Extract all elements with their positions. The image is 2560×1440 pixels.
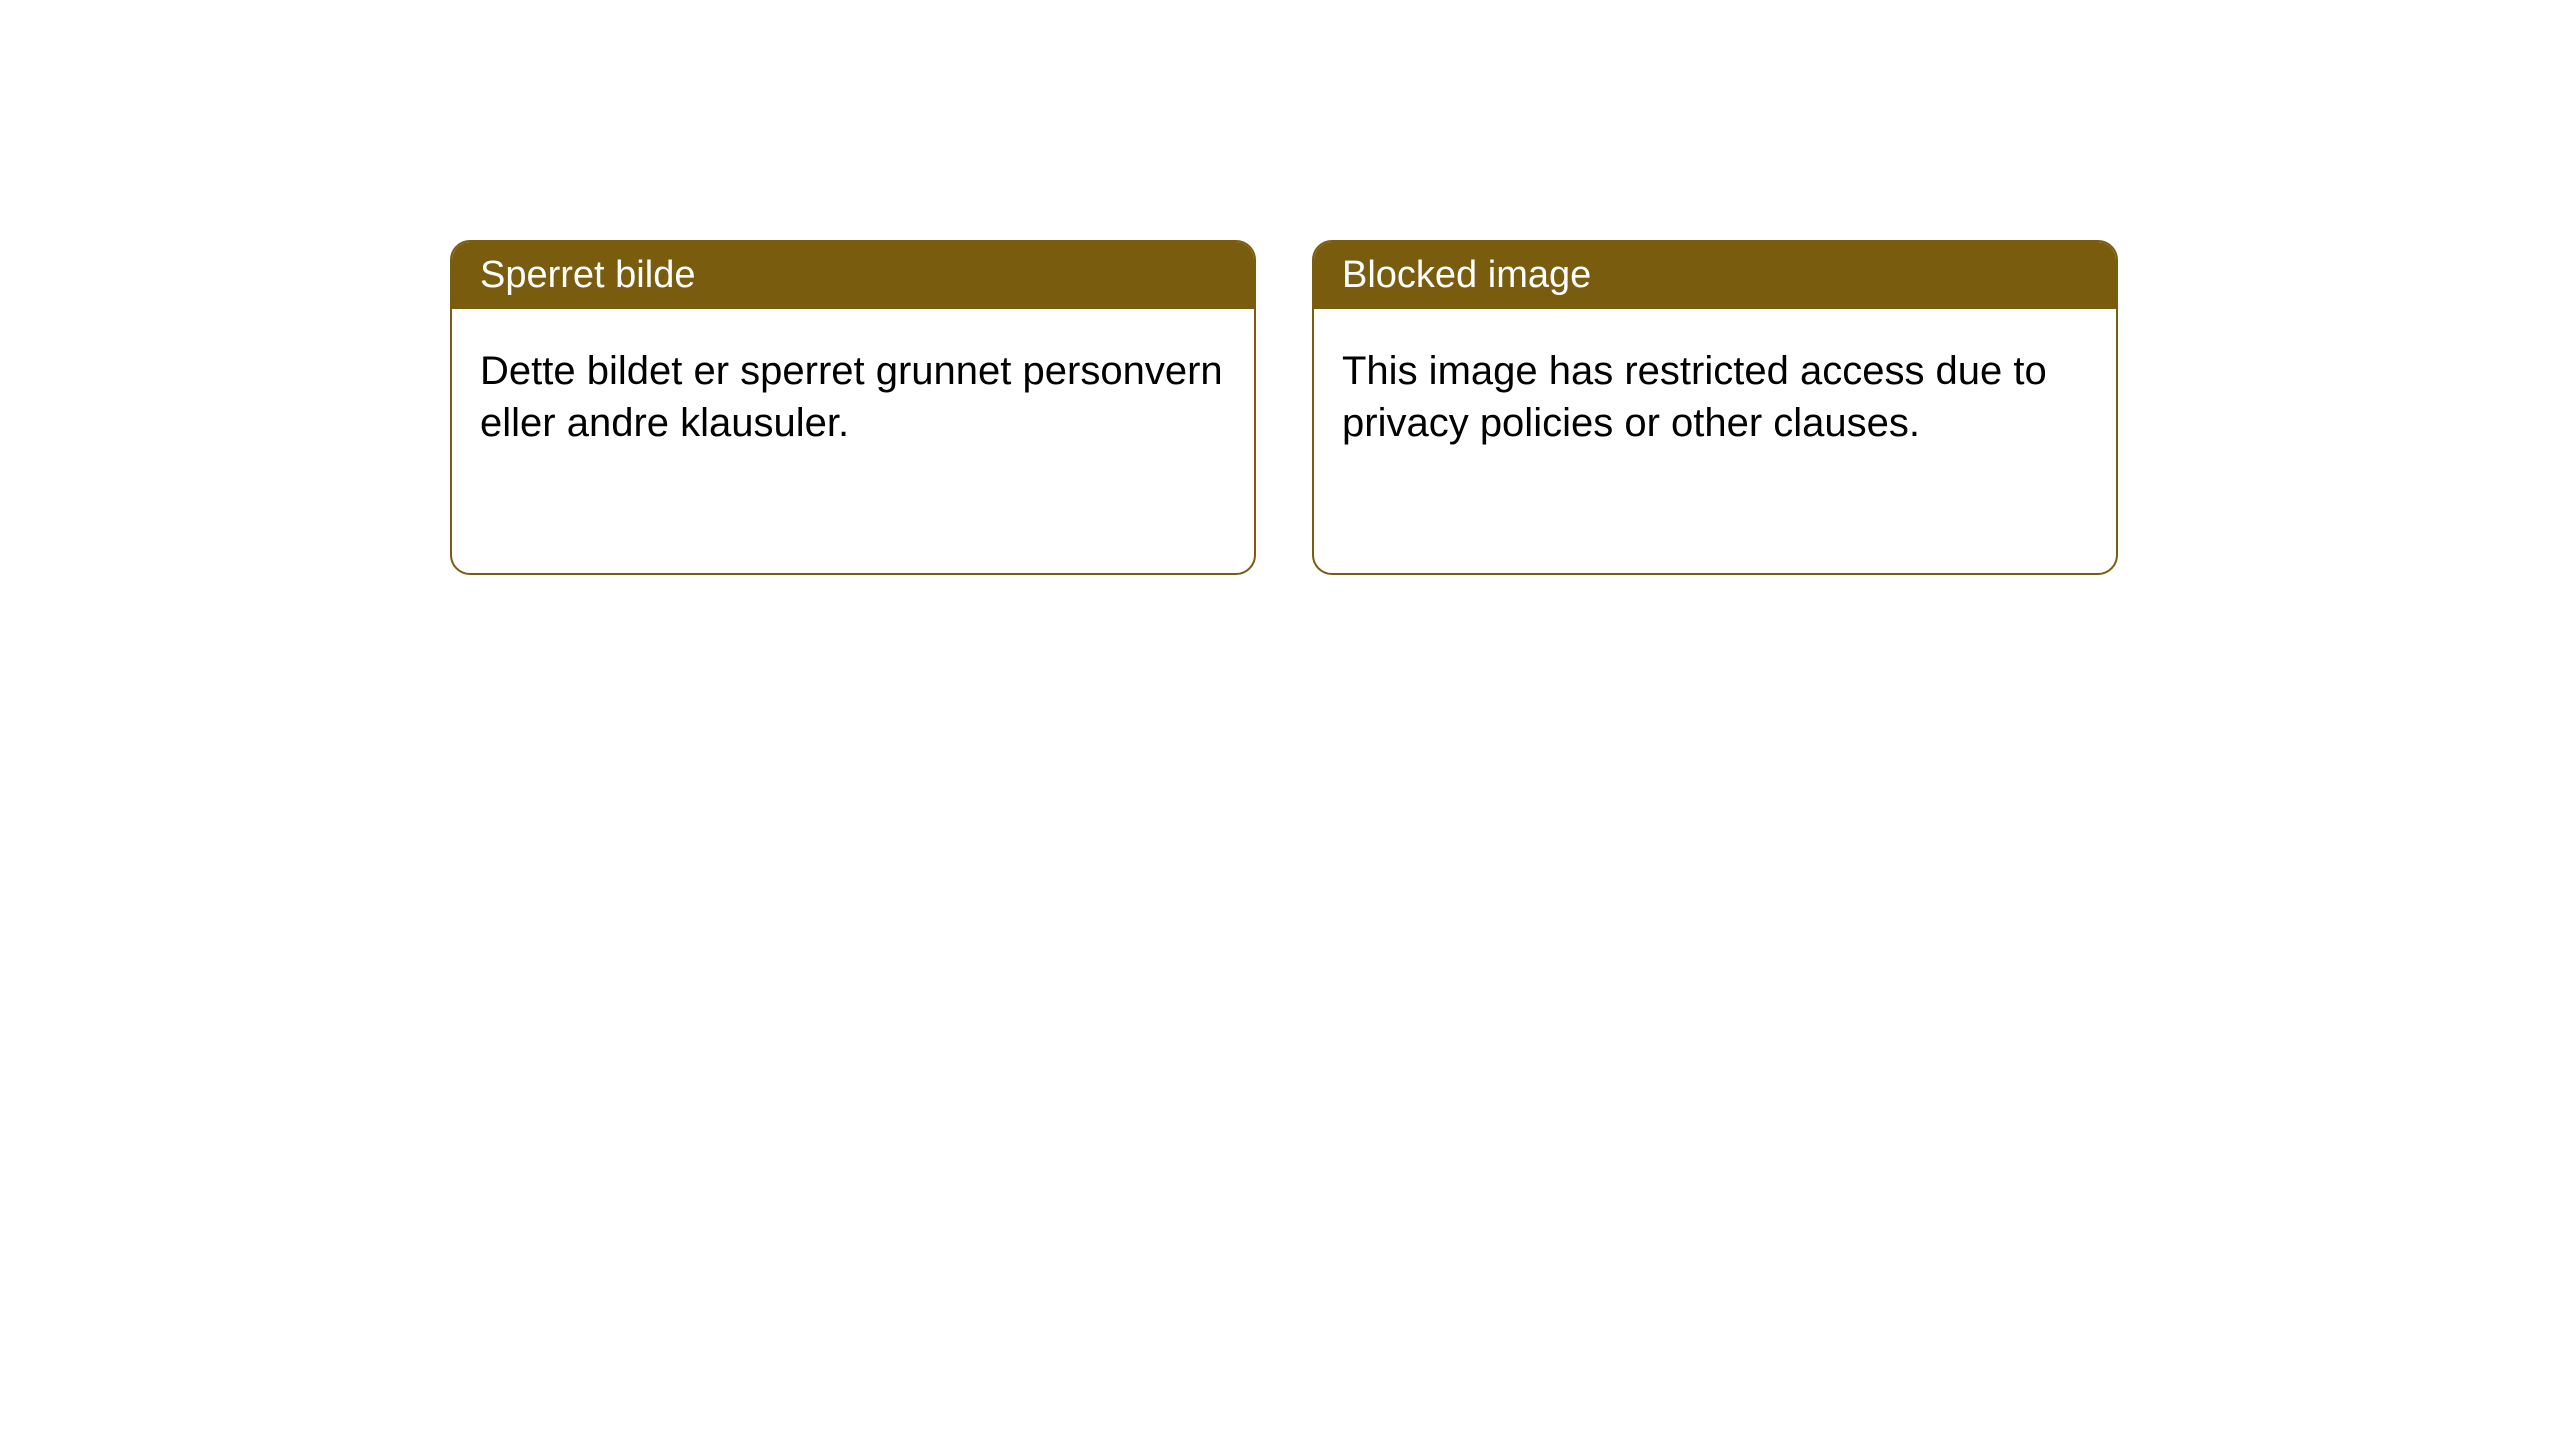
card-header: Blocked image [1314,242,2116,309]
card-header: Sperret bilde [452,242,1254,309]
blocked-image-card-en: Blocked image This image has restricted … [1312,240,2118,575]
card-message: Dette bildet er sperret grunnet personve… [480,349,1223,445]
card-title: Blocked image [1342,254,1591,296]
card-body: This image has restricted access due to … [1314,309,2116,485]
blocked-image-card-no: Sperret bilde Dette bildet er sperret gr… [450,240,1256,575]
card-message: This image has restricted access due to … [1342,349,2047,445]
card-title: Sperret bilde [480,254,695,296]
card-body: Dette bildet er sperret grunnet personve… [452,309,1254,485]
card-container: Sperret bilde Dette bildet er sperret gr… [0,0,2560,575]
